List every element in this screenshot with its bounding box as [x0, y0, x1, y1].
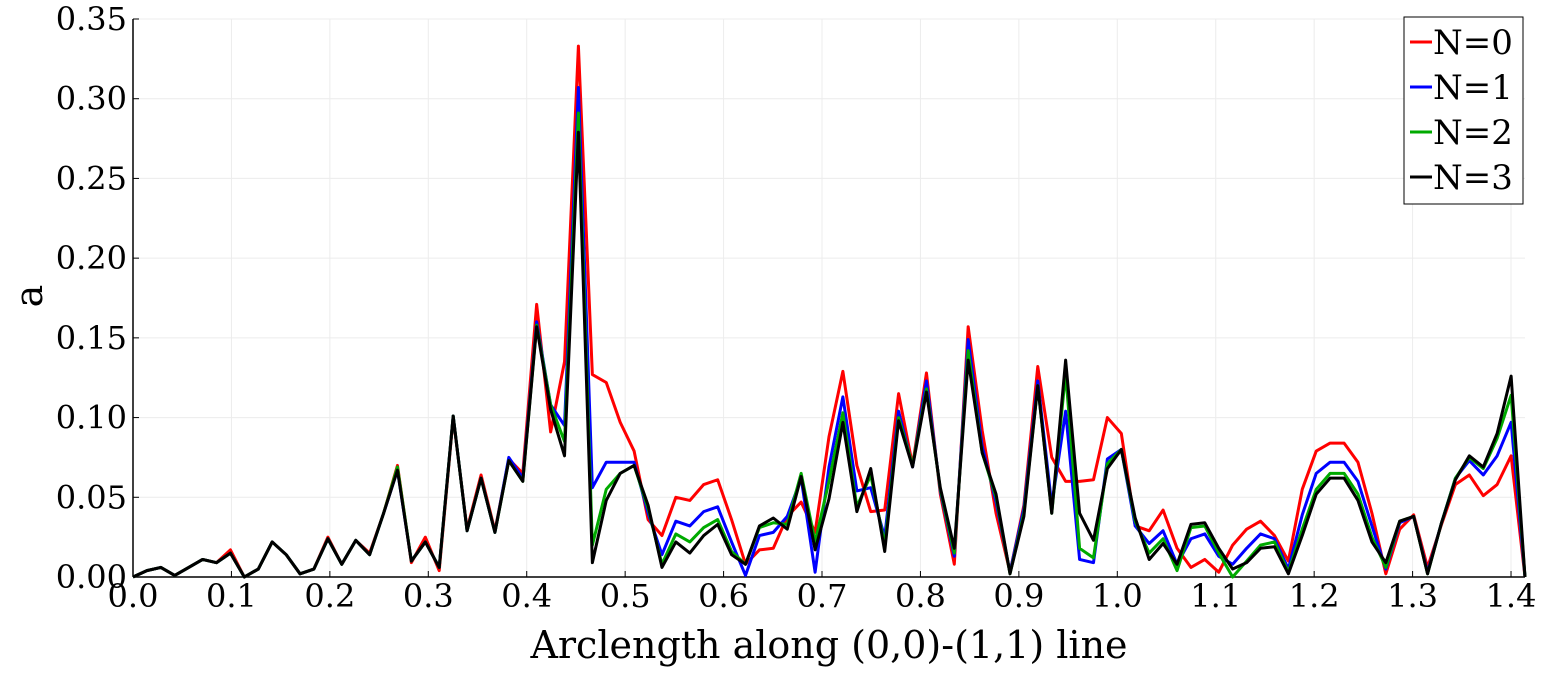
y-tick-label: 0.35: [56, 0, 127, 38]
x-tick-label: 0.4: [501, 577, 552, 615]
y-tick-label: 0.15: [56, 319, 127, 357]
legend-box: [1403, 16, 1524, 205]
x-axis-label: Arclength along (0,0)-(1,1) line: [529, 623, 1127, 667]
legend-label: N=1: [1433, 68, 1513, 108]
x-tick-label: 0.5: [600, 577, 651, 615]
x-tick-label: 1.1: [1190, 577, 1241, 615]
y-tick-label: 0.05: [56, 478, 127, 516]
x-tick-label: 0.6: [698, 577, 749, 615]
legend-label: N=2: [1433, 113, 1513, 153]
y-tick-label: 0.10: [56, 399, 127, 437]
x-tick-label: 0.2: [304, 577, 355, 615]
x-tick-label: 1.3: [1387, 577, 1438, 615]
x-tick-label: 1.0: [1092, 577, 1143, 615]
legend: N=0 N=1 N=2 N=3: [1403, 16, 1524, 205]
x-tick-label: 0.8: [895, 577, 946, 615]
legend-label: N=3: [1433, 158, 1513, 198]
x-tick-label: 1.4: [1486, 577, 1537, 615]
x-tick-label: 0.3: [403, 577, 454, 615]
x-tick-label: 1.2: [1289, 577, 1340, 615]
y-axis-label: a: [7, 285, 51, 308]
x-tick-label: 0.9: [993, 577, 1044, 615]
y-tick-label: 0.00: [56, 558, 127, 596]
series-line: [132, 111, 1527, 579]
y-tick-label: 0.20: [56, 239, 127, 277]
series-line: [132, 130, 1527, 579]
x-tick-label: 0.1: [206, 577, 257, 615]
y-tick-label: 0.25: [56, 159, 127, 197]
x-tick-label: 0.7: [797, 577, 848, 615]
y-tick-label: 0.30: [56, 80, 127, 118]
x-tick-label: 0.0: [108, 577, 159, 615]
legend-label: N=0: [1433, 23, 1513, 63]
